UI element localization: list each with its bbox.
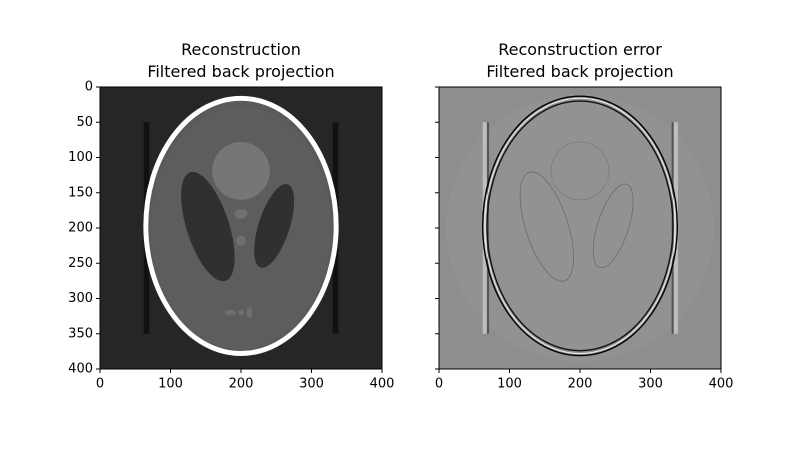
x-tick-label: 300 xyxy=(299,377,324,392)
chart-title: Reconstruction error Filtered back proje… xyxy=(486,40,674,81)
y-tick-label: 350 xyxy=(68,326,93,341)
x-tick-label: 0 xyxy=(96,377,104,392)
y-tick-label: 100 xyxy=(68,150,93,165)
x-tick-label: 0 xyxy=(435,377,443,392)
x-tick-label: 300 xyxy=(638,377,663,392)
x-tick-label: 100 xyxy=(158,377,183,392)
y-tick-label: 200 xyxy=(68,221,93,236)
y-tick-label: 300 xyxy=(68,291,93,306)
x-tick-label: 400 xyxy=(709,377,734,392)
y-tick-label: 50 xyxy=(76,115,93,130)
x-tick-label: 200 xyxy=(568,377,593,392)
y-tick-label: 400 xyxy=(68,362,93,377)
x-tick-label: 200 xyxy=(229,377,254,392)
image xyxy=(100,87,382,369)
image xyxy=(439,87,721,369)
x-tick-label: 100 xyxy=(497,377,522,392)
x-tick-label: 400 xyxy=(370,377,395,392)
y-tick-label: 250 xyxy=(68,256,93,271)
y-tick-label: 150 xyxy=(68,185,93,200)
chart-title: Reconstruction Filtered back projection xyxy=(147,40,335,81)
y-tick-label: 0 xyxy=(85,80,93,95)
